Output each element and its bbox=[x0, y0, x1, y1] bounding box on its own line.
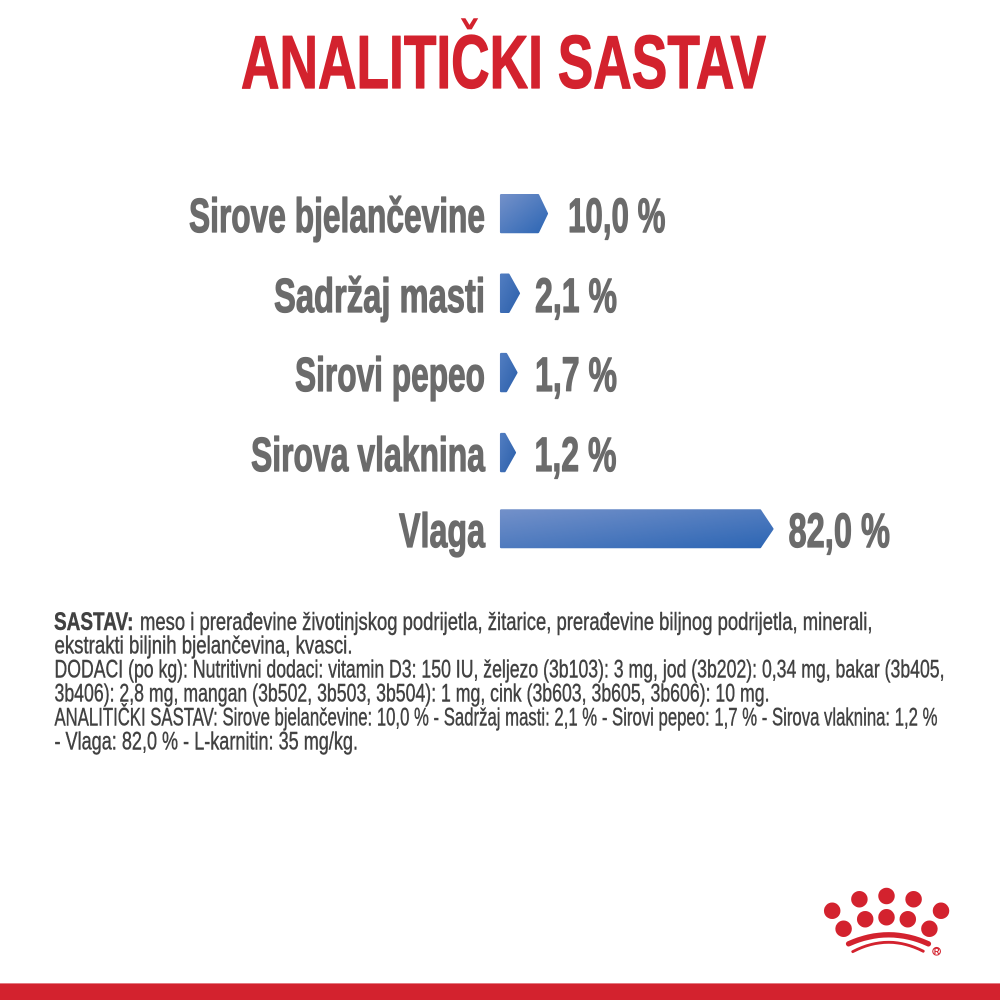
svg-text:Sirova vlaknina: Sirova vlaknina bbox=[251, 429, 485, 482]
svg-text:Sirove bjelančevine: Sirove bjelančevine bbox=[189, 190, 485, 243]
svg-text:meso i prerađevine životinjsko: meso i prerađevine životinjskog podrijet… bbox=[140, 609, 873, 636]
svg-text:1,2 %: 1,2 % bbox=[535, 429, 617, 482]
svg-text:R: R bbox=[934, 947, 940, 956]
svg-text:3b406): 2,8 mg, mangan (3b502,: 3b406): 2,8 mg, mangan (3b502, 3b503, 3b… bbox=[55, 681, 770, 708]
svg-text:Sirovi pepeo: Sirovi pepeo bbox=[295, 349, 485, 402]
svg-text:1,7 %: 1,7 % bbox=[535, 349, 617, 402]
svg-text:SASTAV:: SASTAV: bbox=[54, 609, 134, 636]
svg-text:DODACI (po kg): Nutritivni dod: DODACI (po kg): Nutritivni dodaci: vitam… bbox=[55, 657, 945, 684]
svg-text:ANALITIČKI SASTAV: Sirove bjel: ANALITIČKI SASTAV: Sirove bjelančevine: … bbox=[55, 703, 938, 731]
svg-text:Vlaga: Vlaga bbox=[399, 505, 485, 558]
svg-text:Sadržaj masti: Sadržaj masti bbox=[274, 270, 485, 323]
svg-text:ANALITICKI SASTAV: ANALITICKI SASTAV bbox=[241, 20, 766, 104]
svg-text:- Vlaga: 82,0 % - L-karnitin:: - Vlaga: 82,0 % - L-karnitin: 35 mg/kg. bbox=[55, 728, 359, 755]
svg-text:10,0 %: 10,0 % bbox=[568, 190, 666, 243]
svg-text:2,1 %: 2,1 % bbox=[535, 270, 617, 323]
svg-text:ekstrakti biljnih bjelančevina: ekstrakti biljnih bjelančevina, kvasci. bbox=[55, 633, 353, 660]
svg-text:82,0 %: 82,0 % bbox=[789, 505, 891, 558]
